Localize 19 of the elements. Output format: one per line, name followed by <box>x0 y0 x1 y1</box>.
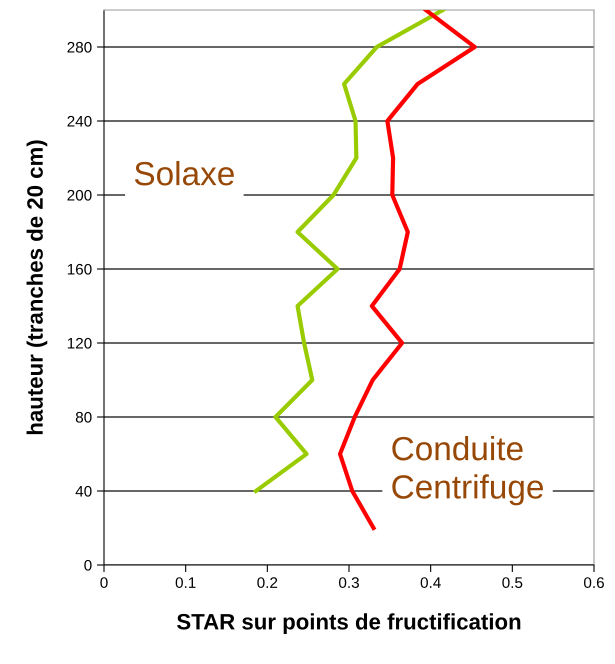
y-tick-label: 80 <box>76 412 92 423</box>
text: Solaxe <box>134 160 234 186</box>
y-tick-label: 160 <box>68 264 92 275</box>
x-tick-label: 0.1 <box>176 577 196 588</box>
y-tick-label: 200 <box>67 190 92 201</box>
x-axis-title: STAR sur points de fructification <box>177 613 520 634</box>
y-tick-label: 240 <box>67 116 92 127</box>
x-tick-label: 0.6 <box>584 577 604 588</box>
x-tick-label: 0.5 <box>502 577 522 588</box>
y-tick-label: 0 <box>84 560 92 571</box>
y-axis-title: hauteur (tranches de 20 cm) <box>26 140 48 434</box>
y-tick-label: 120 <box>68 338 92 349</box>
y-tick-label: 40 <box>76 486 92 497</box>
series-label: Conduite Centrifuge <box>392 436 543 506</box>
x-tick-label: 0 <box>100 577 108 588</box>
x-tick-label: 0.2 <box>257 577 278 588</box>
y-tick-label: 280 <box>67 42 92 53</box>
x-tick-label: 0.4 <box>420 577 441 588</box>
x-tick-label: 0.3 <box>338 577 359 588</box>
